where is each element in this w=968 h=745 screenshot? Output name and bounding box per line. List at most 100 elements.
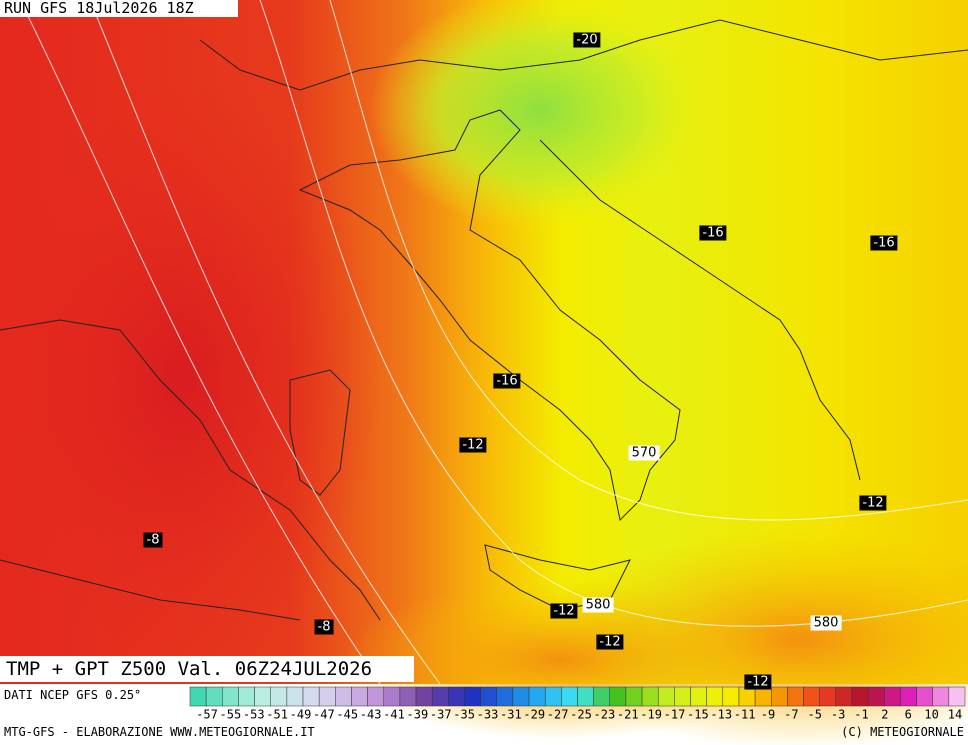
colorbar-swatch (916, 686, 933, 707)
colorbar-swatch (464, 686, 481, 707)
colorbar-swatch (254, 686, 271, 707)
colorbar-label: -43 (360, 708, 382, 722)
colorbar-swatch (577, 686, 594, 707)
footer-left: MTG-GFS - ELABORAZIONE WWW.METEOGIORNALE… (4, 725, 315, 739)
colorbar-label: -31 (500, 708, 522, 722)
colorbar-swatch (851, 686, 869, 707)
isotherm-label: -16 (699, 225, 727, 241)
colorbar-swatch (948, 686, 966, 707)
colorbar-swatch (625, 686, 643, 707)
colorbar-swatch (771, 686, 788, 707)
isohypse-label: 580 (582, 597, 614, 613)
colorbar-swatch (754, 686, 772, 707)
colorbar-label: -53 (243, 708, 265, 722)
colorbar-swatch (867, 686, 885, 707)
isotherm-label: -12 (459, 437, 487, 453)
isotherm-label: -12 (859, 495, 887, 511)
colorbar-swatch (657, 686, 675, 707)
isohypse-label: 580 (810, 615, 842, 631)
colorbar-label: -57 (196, 708, 218, 722)
colorbar-label: -29 (523, 708, 545, 722)
colorbar-label: 6 (905, 708, 912, 722)
colorbar-swatch (431, 686, 449, 707)
isotherm-label: -12 (550, 603, 578, 619)
coastlines (0, 19, 968, 621)
colorbar-swatch (351, 686, 368, 707)
colorbar-label: 14 (948, 708, 962, 722)
colorbar-label: -55 (220, 708, 242, 722)
colorbar-label: -39 (407, 708, 429, 722)
colorbar-swatch (803, 686, 820, 707)
colorbar-label: -21 (617, 708, 639, 722)
colorbar-swatch (318, 686, 336, 707)
colorbar-label: -7 (784, 708, 798, 722)
colorbar-swatch (189, 686, 207, 707)
colorbar-swatch (884, 686, 901, 707)
colorbar-label: -15 (687, 708, 709, 722)
colorbar-swatch (561, 686, 578, 707)
isotherm-label: -20 (573, 32, 601, 48)
colorbar-label: -19 (640, 708, 662, 722)
colorbar-swatch (544, 686, 562, 707)
colorbar-label: -33 (477, 708, 499, 722)
colorbar-label: -3 (831, 708, 845, 722)
colorbar-swatch (819, 686, 837, 707)
colorbar-label: 10 (924, 708, 938, 722)
colorbar-label: -13 (710, 708, 732, 722)
colorbar-swatch (609, 686, 627, 707)
data-source: DATI NCEP GFS 0.25° (4, 688, 142, 702)
colorbar-label: -45 (336, 708, 358, 722)
colorbar-label: -41 (383, 708, 405, 722)
colorbar-swatch (205, 686, 223, 707)
colorbar-swatch (335, 686, 352, 707)
colorbar-swatch (496, 686, 514, 707)
colorbar-swatch (238, 686, 255, 707)
colorbar: -57 -55 -53 -51 -49 -47 -45 -43 -41 -39 -37 -35 -33-… (189, 686, 966, 722)
colorbar-label: -27 (547, 708, 569, 722)
colorbar-swatch (641, 686, 659, 707)
isotherm-label: -8 (143, 532, 163, 548)
colorbar-swatch (835, 686, 853, 707)
isotherm-label: -8 (314, 619, 334, 635)
isotherm-label: -16 (493, 373, 521, 389)
colorbar-swatch (302, 686, 320, 707)
colorbar-label: -37 (430, 708, 452, 722)
colorbar-swatch (690, 686, 707, 707)
isohypse-label: 570 (628, 445, 660, 461)
colorbar-label: 2 (881, 708, 888, 722)
cold-core (370, 0, 710, 230)
colorbar-swatch (900, 686, 917, 707)
colorbar-swatch (593, 686, 611, 707)
colorbar-label: -9 (761, 708, 775, 722)
colorbar-swatch (399, 686, 417, 707)
colorbar-swatch (367, 686, 384, 707)
colorbar-swatch (528, 686, 546, 707)
colorbar-swatch (674, 686, 691, 707)
colorbar-swatch (286, 686, 304, 707)
colorbar-label: -23 (594, 708, 616, 722)
isotherm-label: -12 (744, 674, 772, 690)
colorbar-swatch (222, 686, 239, 707)
colorbar-label: -35 (453, 708, 475, 722)
colorbar-swatch (415, 686, 433, 707)
colorbar-label: -5 (808, 708, 822, 722)
colorbar-swatch (448, 686, 465, 707)
colorbar-label: -17 (664, 708, 686, 722)
colorbar-label: -11 (734, 708, 756, 722)
geopotential-contours (19, 0, 968, 685)
colorbar-label: -51 (266, 708, 288, 722)
colorbar-swatch (480, 686, 498, 707)
colorbar-label: -1 (854, 708, 868, 722)
colorbar-swatch (270, 686, 288, 707)
colorbar-swatch (787, 686, 804, 707)
isotherm-label: -12 (596, 634, 624, 650)
colorbar-swatch (722, 686, 740, 707)
colorbar-label: -25 (570, 708, 592, 722)
colorbar-label: -47 (313, 708, 335, 722)
run-header: RUN GFS 18Jul2026 18Z (0, 0, 238, 17)
colorbar-swatch (512, 686, 530, 707)
colorbar-swatch (932, 686, 950, 707)
isotherm-label: -16 (870, 235, 898, 251)
